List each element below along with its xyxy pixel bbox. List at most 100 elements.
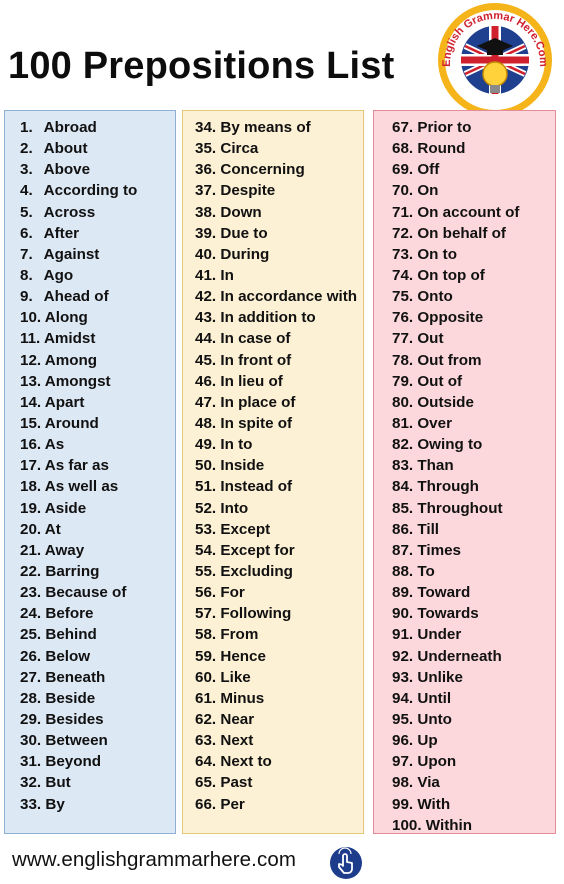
item-number: 72. [392, 224, 414, 242]
prepositions-column-2: 34. By means of 35. Circa 36. Concerning 37… [182, 110, 364, 834]
preposition-text: Toward [417, 584, 471, 602]
item-number: 46. [195, 372, 217, 390]
item-number: 76. [392, 309, 414, 327]
item-number: 48. [195, 414, 217, 432]
item-number: 87. [392, 541, 414, 559]
preposition-item: 81. Over [374, 413, 555, 434]
preposition-item: 28. Beside [5, 688, 175, 709]
preposition-text: Across [43, 203, 96, 221]
preposition-text: Until [417, 689, 452, 707]
preposition-item: 18. As well as [5, 476, 175, 497]
prepositions-column-1: 1. Abroad 2. About 3. Above 4. According to… [4, 110, 176, 834]
preposition-item: 38. Down [183, 202, 363, 223]
preposition-item: 21. Away [5, 540, 175, 561]
preposition-text: Amongst [44, 372, 111, 390]
preposition-item: 76. Opposite [374, 307, 555, 328]
preposition-text: Except [220, 520, 271, 538]
item-number: 33. [20, 795, 42, 813]
preposition-item: 77. Out [374, 328, 555, 349]
preposition-item: 15. Around [5, 413, 175, 434]
preposition-text: At [44, 520, 61, 538]
preposition-text: Opposite [417, 309, 484, 327]
preposition-text: Against [43, 245, 100, 263]
preposition-text: Minus [220, 689, 265, 707]
item-number: 22. [20, 562, 42, 580]
preposition-item: 29. Besides [5, 709, 175, 730]
item-number: 42. [195, 288, 217, 306]
preposition-item: 78. Out from [374, 350, 555, 371]
preposition-item: 70. On [374, 180, 555, 201]
item-number: 71. [392, 203, 414, 221]
item-number: 31. [20, 753, 42, 771]
item-number: 92. [392, 647, 414, 665]
preposition-text: Than [417, 457, 454, 475]
item-number: 3. [20, 161, 33, 179]
preposition-text: Besides [45, 710, 104, 728]
item-number: 43. [195, 309, 217, 327]
preposition-item: 12. Among [5, 350, 175, 371]
preposition-text: Till [417, 520, 440, 538]
item-number: 51. [195, 478, 217, 496]
item-number: 47. [195, 393, 217, 411]
item-number: 98. [392, 774, 414, 792]
preposition-text: Unlike [417, 668, 463, 686]
preposition-text: Behind [45, 626, 97, 644]
item-number: 45. [195, 351, 217, 369]
preposition-text: Between [45, 732, 108, 750]
preposition-text: After [43, 224, 80, 242]
item-number: 35. [195, 140, 217, 158]
preposition-text: According to [43, 182, 138, 200]
preposition-text: Beside [45, 689, 96, 707]
preposition-text: On behalf of [417, 224, 506, 242]
preposition-text: Beyond [45, 753, 102, 771]
preposition-text: Into [220, 499, 249, 517]
preposition-text: Out of [417, 372, 463, 390]
preposition-item: 60. Like [183, 667, 363, 688]
preposition-item: 4. According to [5, 180, 175, 201]
preposition-item: 83. Than [374, 455, 555, 476]
preposition-item: 48. In spite of [183, 413, 363, 434]
website-url[interactable]: www.englishgrammarhere.com [12, 848, 297, 871]
item-number: 27. [20, 668, 42, 686]
item-number: 34. [195, 119, 217, 136]
preposition-text: As well as [44, 478, 119, 496]
preposition-item: 32. But [5, 772, 175, 793]
preposition-text: Up [417, 732, 438, 750]
preposition-text: Past [220, 774, 253, 792]
preposition-item: 94. Until [374, 688, 555, 709]
preposition-text: In lieu of [220, 372, 283, 390]
item-number: 50. [195, 457, 217, 475]
item-number: 75. [392, 288, 414, 306]
preposition-item: 17. As far as [5, 455, 175, 476]
preposition-item: 67. Prior to [374, 117, 555, 138]
item-number: 90. [392, 605, 414, 623]
preposition-text: Over [417, 414, 452, 432]
preposition-text: Out from [417, 351, 482, 369]
preposition-text: Ago [43, 266, 74, 284]
page-title: 100 Prepositions List [8, 45, 395, 87]
preposition-text: Due to [220, 224, 268, 242]
preposition-text: To [417, 562, 435, 580]
preposition-text: Down [220, 203, 262, 221]
preposition-item: 93. Unlike [374, 667, 555, 688]
preposition-item: 1. Abroad [5, 117, 175, 138]
preposition-item: 37. Despite [183, 180, 363, 201]
preposition-text: Along [44, 309, 88, 327]
preposition-item: 13. Amongst [5, 371, 175, 392]
item-number: 10. [20, 309, 42, 327]
preposition-text: Instead of [220, 478, 293, 496]
preposition-text: Off [417, 161, 440, 179]
item-number: 28. [20, 689, 42, 707]
preposition-text: Like [220, 668, 251, 686]
prepositions-column-3: 67. Prior to 68. Round 69. Off 70. On 71. On… [373, 110, 556, 834]
preposition-item: 63. Next [183, 730, 363, 751]
preposition-item: 2. About [5, 138, 175, 159]
preposition-text: During [220, 245, 270, 263]
preposition-item: 97. Upon [374, 751, 555, 772]
preposition-item: 88. To [374, 561, 555, 582]
preposition-item: 44. In case of [183, 328, 363, 349]
preposition-text: Around [44, 414, 99, 432]
preposition-text: Inside [220, 457, 265, 475]
preposition-text: Hence [220, 647, 266, 665]
item-number: 5. [20, 203, 33, 221]
